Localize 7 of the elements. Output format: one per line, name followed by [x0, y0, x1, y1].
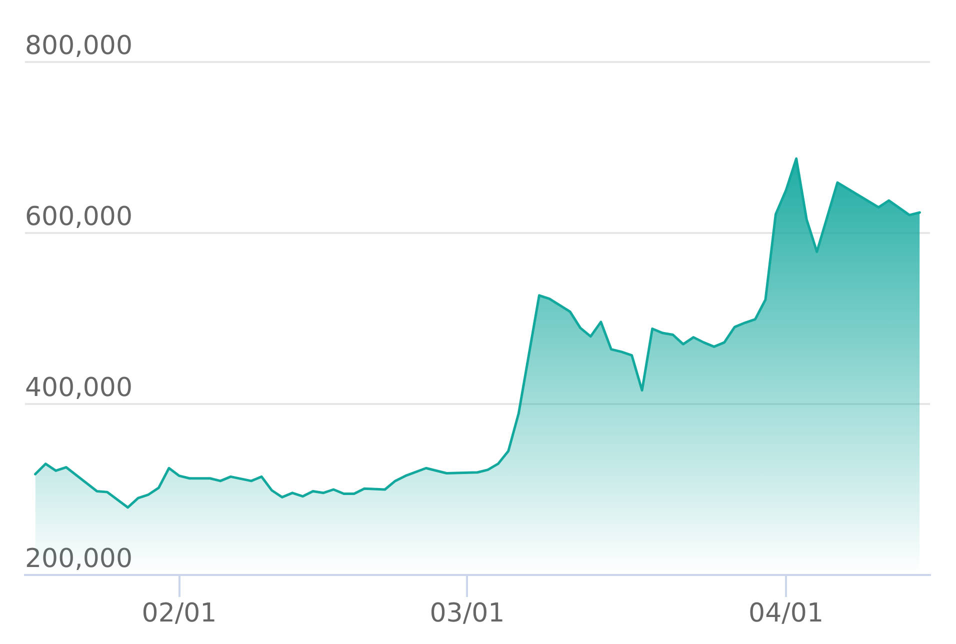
y-tick-label: 800,000 — [25, 30, 133, 61]
y-tick-label: 600,000 — [25, 202, 133, 232]
x-tick-label: 03/01 — [430, 598, 505, 628]
x-tick-label: 04/01 — [748, 598, 824, 628]
x-tick-label: 02/01 — [142, 598, 217, 628]
y-tick-label: 200,000 — [25, 544, 133, 574]
y-tick-label: 400,000 — [25, 372, 133, 403]
